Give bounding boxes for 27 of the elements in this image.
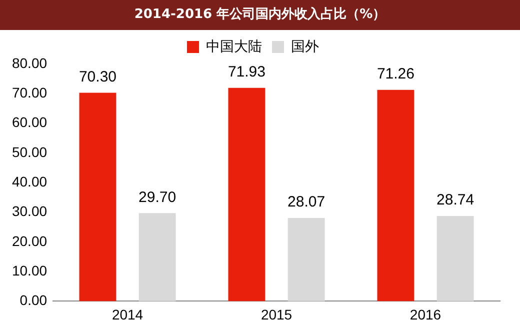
y-tick-label: 40.00 bbox=[12, 173, 48, 190]
bar bbox=[377, 90, 414, 302]
data-label: 28.07 bbox=[288, 194, 326, 211]
y-tick-label: 20.00 bbox=[12, 232, 48, 249]
x-tick-label: 2016 bbox=[410, 306, 442, 322]
y-tick-label: 60.00 bbox=[12, 114, 48, 130]
y-tick-label: 30.00 bbox=[12, 203, 48, 220]
x-tick-label: 2015 bbox=[260, 306, 292, 322]
y-tick-label: 10.00 bbox=[12, 262, 48, 278]
y-tick-label: 0.00 bbox=[20, 292, 48, 308]
data-label: 70.30 bbox=[78, 68, 117, 86]
bar bbox=[138, 213, 176, 302]
bar bbox=[79, 92, 116, 302]
bar bbox=[228, 88, 266, 302]
data-label: 71.26 bbox=[376, 66, 414, 83]
bar bbox=[288, 218, 325, 302]
chart-title: 2014-2016 年公司国内外收入占比（%） bbox=[0, 0, 520, 30]
y-tick-label: 80.00 bbox=[12, 54, 48, 71]
y-tick-label: 70.00 bbox=[12, 84, 48, 101]
legend-label: 国外 bbox=[291, 38, 319, 54]
x-tick-label: 2014 bbox=[112, 306, 144, 322]
data-label: 28.74 bbox=[436, 192, 474, 209]
data-label: 29.70 bbox=[138, 188, 176, 206]
legend-label: 中国大陆 bbox=[206, 38, 262, 54]
bar bbox=[436, 216, 474, 302]
y-tick-label: 50.00 bbox=[12, 144, 48, 160]
data-label: 71.93 bbox=[228, 64, 266, 81]
